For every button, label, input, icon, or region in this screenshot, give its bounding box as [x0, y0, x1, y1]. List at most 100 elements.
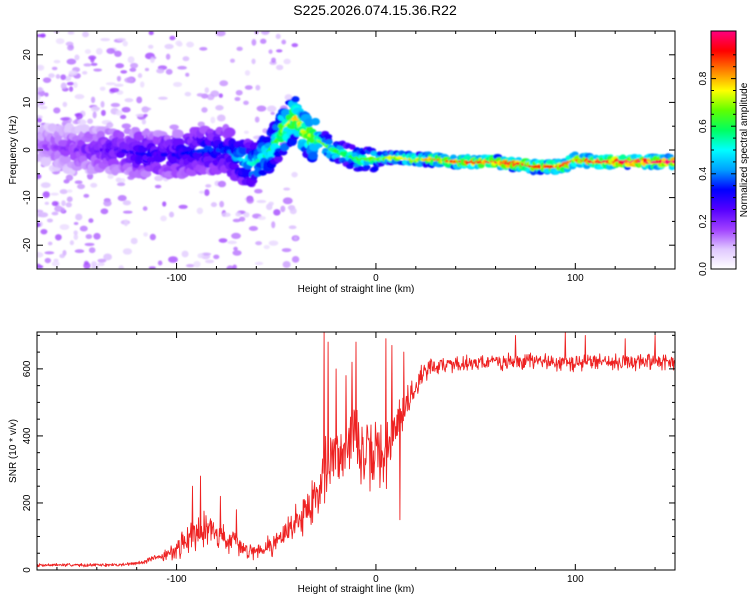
heatmap-cell — [283, 187, 291, 191]
heatmap-cell — [93, 232, 101, 240]
heatmap-cell — [67, 31, 75, 35]
snr-y-tick-label: 200 — [22, 494, 33, 511]
heatmap-cell — [160, 215, 167, 222]
heatmap-cell — [313, 143, 323, 148]
heatmap-cell — [260, 38, 267, 44]
heatmap-cell — [376, 151, 384, 157]
heatmap-cell — [227, 240, 237, 245]
heatmap-y-tick-label: -10 — [22, 190, 33, 205]
heatmap-cell — [37, 173, 42, 180]
heatmap-cell — [74, 249, 85, 254]
heatmap-cell — [115, 151, 125, 159]
heatmap-cell — [74, 180, 83, 185]
heatmap-cell — [64, 75, 72, 82]
heatmap-cell — [47, 241, 53, 246]
heatmap-y-tick-label: 0 — [22, 147, 33, 153]
heatmap-cell — [74, 94, 85, 100]
heatmap-cell — [281, 248, 292, 253]
heatmap-cell — [148, 44, 154, 49]
heatmap-cell — [199, 46, 208, 51]
heatmap-cell — [308, 151, 318, 160]
heatmap-cell — [116, 37, 126, 42]
heatmap-cell — [204, 87, 210, 94]
heatmap-cell — [66, 81, 75, 86]
heatmap-cell — [164, 43, 174, 50]
heatmap-cell — [244, 85, 253, 90]
heatmap-cell — [217, 114, 226, 122]
heatmap-cell — [199, 190, 205, 194]
heatmap-cell — [120, 114, 127, 120]
heatmap-cell — [186, 41, 195, 48]
snr-plot-frame — [36, 331, 676, 571]
heatmap-x-tick-label: 0 — [373, 273, 379, 284]
snr-y-tick-label: 600 — [22, 360, 33, 377]
heatmap-cell — [218, 238, 228, 243]
heatmap-cell — [169, 35, 176, 41]
heatmap-cell — [255, 241, 262, 246]
heatmap-cell — [219, 80, 229, 87]
heatmap-cell — [370, 150, 378, 157]
heatmap-cell — [40, 156, 52, 167]
heatmap-cell — [135, 113, 144, 117]
heatmap-cell — [92, 106, 101, 111]
heatmap-cell — [281, 39, 287, 45]
heatmap-cell — [83, 63, 92, 67]
heatmap-cell — [251, 58, 256, 65]
heatmap-cell — [122, 210, 133, 214]
heatmap-cell — [150, 57, 155, 63]
heatmap-y-tick-label: 20 — [22, 49, 33, 61]
heatmap-cell — [248, 225, 259, 232]
heatmap-cell — [291, 171, 298, 178]
heatmap-cell — [280, 205, 286, 213]
heatmap-cell — [284, 94, 293, 101]
heatmap-cell — [238, 216, 246, 222]
heatmap-cell — [233, 246, 238, 251]
heatmap-cell — [282, 197, 293, 205]
heatmap-cell — [118, 265, 124, 269]
heatmap-cell — [144, 67, 150, 72]
heatmap-cells — [37, 31, 675, 269]
heatmap-cell — [37, 86, 43, 92]
heatmap-cell — [37, 252, 44, 258]
heatmap-cell — [275, 64, 284, 71]
heatmap-cell — [106, 47, 116, 54]
heatmap-cell — [115, 109, 123, 116]
heatmap-cell — [73, 233, 79, 240]
heatmap-cell — [359, 149, 367, 156]
heatmap-cell — [53, 59, 61, 64]
heatmap-cell — [204, 259, 215, 264]
heatmap-cell — [477, 162, 485, 169]
heatmap-cell — [107, 174, 114, 179]
heatmap-cell — [197, 121, 205, 128]
heatmap-cell — [48, 73, 55, 78]
heatmap-cell — [99, 86, 106, 91]
heatmap-cell — [55, 74, 61, 79]
heatmap-cell — [215, 105, 224, 111]
heatmap-cell — [55, 38, 65, 45]
heatmap-cell — [262, 136, 273, 144]
snr-axes: -100 0 100 0 200 400 600 — [22, 332, 675, 585]
heatmap-cell — [271, 57, 276, 63]
heatmap-cell — [50, 192, 59, 196]
heatmap-cell — [105, 82, 116, 86]
heatmap-cell — [571, 151, 579, 157]
heatmap-cell — [154, 175, 164, 182]
heatmap-cell — [263, 244, 270, 250]
snr-panel: -100 0 100 0 200 400 600 Height of straight li… — [8, 331, 676, 595]
heatmap-cell — [90, 57, 95, 63]
heatmap-cell — [51, 66, 58, 71]
snr-x-axis-label: Height of straight line (km) — [298, 584, 415, 595]
heatmap-cell — [88, 247, 96, 254]
heatmap-cell — [173, 81, 183, 87]
snr-y-axis-label: SNR (10 * v/v) — [8, 419, 19, 483]
heatmap-cell — [114, 50, 122, 57]
heatmap-cell — [44, 251, 55, 255]
heatmap-cell — [82, 70, 88, 75]
heatmap-cell — [40, 228, 48, 235]
heatmap-cell — [59, 189, 68, 195]
heatmap-cell — [37, 103, 41, 108]
heatmap-cell — [130, 237, 138, 245]
heatmap-cell — [110, 102, 121, 108]
heatmap-cell — [251, 39, 257, 46]
